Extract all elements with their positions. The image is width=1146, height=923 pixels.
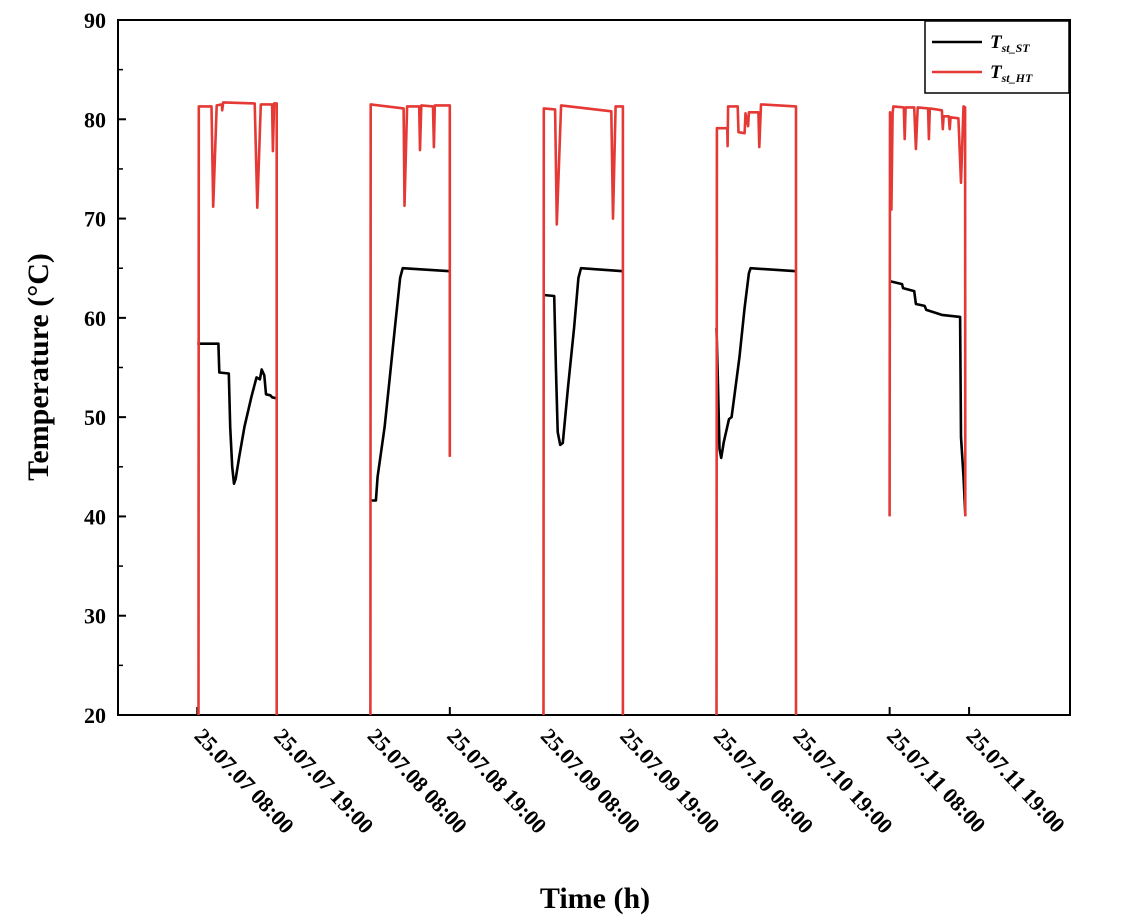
series-line	[715, 266, 797, 460]
series-line	[542, 104, 625, 716]
y-tick-label: 30	[84, 604, 106, 629]
y-tick-label: 70	[84, 207, 106, 232]
series-line	[370, 266, 450, 502]
y-axis-title: Temperature (°C)	[22, 253, 55, 481]
y-tick-label: 60	[84, 306, 106, 331]
legend-box	[924, 20, 1070, 94]
x-axis-title: Time (h)	[540, 882, 650, 915]
y-tick-label: 20	[84, 703, 106, 728]
series-line	[715, 103, 798, 716]
legend-label: Tst_ST	[990, 32, 1030, 55]
y-tick-label: 40	[84, 504, 106, 529]
series-t-st-st	[197, 266, 967, 515]
y-tick-label: 80	[84, 107, 106, 132]
series-line	[197, 101, 279, 716]
y-tick-label: 50	[84, 405, 106, 430]
series-t-st-ht	[197, 101, 967, 716]
legend-label: Tst_HT	[990, 62, 1033, 85]
series-line	[888, 105, 967, 517]
series-line	[889, 279, 967, 515]
series-line	[369, 103, 452, 716]
series-line	[543, 266, 623, 447]
series-line	[197, 342, 277, 486]
y-tick-label: 90	[84, 8, 106, 33]
legend: Tst_ST Tst_HT	[924, 20, 1070, 94]
